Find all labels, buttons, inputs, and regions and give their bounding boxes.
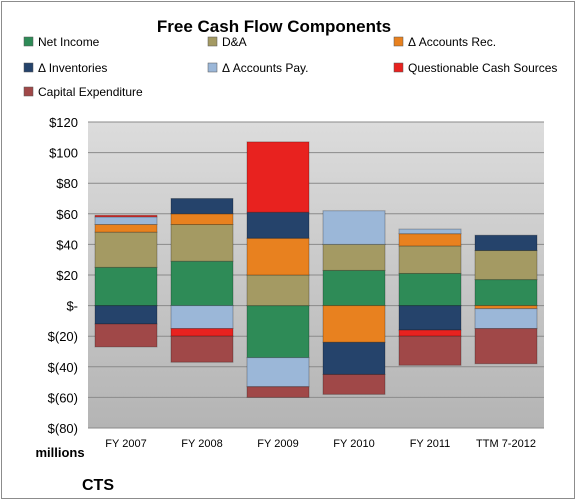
y-tick-label: $(80) [48,421,78,436]
x-tick-label: TTM 7-2012 [476,438,536,450]
x-axis: FY 2007 FY 2008 FY 2009 FY 2010 FY 2011 TTM 7… [105,438,536,450]
x-tick-label: FY 2007 [105,438,146,450]
legend-swatch [393,62,404,73]
y-tick-label: $(60) [48,390,78,405]
y-axis: $(80) $(60) $(40) $(20) $- $20 $40 $60 $80 $100 $1… [48,115,78,436]
y-tick-label: $80 [56,176,78,191]
bar-segment [322,210,386,245]
bar-segment [94,224,158,233]
bar-segment [474,250,538,281]
legend-label: Δ Inventories [38,61,107,75]
y-tick-label: $120 [49,115,78,130]
bar-segment [246,386,310,398]
bar-segment [94,216,158,226]
x-tick-label: FY 2010 [333,438,374,450]
bar-segment [322,373,386,395]
bar-segment [398,245,462,274]
bar-segment [170,224,234,262]
legend-label: Capital Expenditure [38,85,143,99]
y-tick-label: $60 [56,207,78,222]
legend-label: Δ Accounts Rec. [408,35,496,49]
y-tick-label: $(40) [48,360,78,375]
bar-segment [246,305,310,359]
chart-title: Free Cash Flow Components [157,17,391,36]
bar-segment [170,328,234,337]
y-tick-label: $20 [56,268,78,283]
bar-segment [322,341,386,375]
legend: Net Income D&A Δ Accounts Rec. Δ Inventorie… [23,35,557,99]
bar-segment [246,357,310,388]
bar-segment [170,305,234,330]
legend-label: Questionable Cash Sources [408,61,557,75]
legend-label: D&A [222,35,247,49]
bar-segment [322,305,386,343]
bar-segment [170,213,234,226]
y-tick-label: $(20) [48,329,78,344]
bar-segment [474,279,538,307]
bar-segment [170,335,234,363]
bar-segment [94,305,158,325]
bar-segment [398,228,462,235]
bar-segment [398,233,462,247]
bar-segment [474,328,538,365]
legend-swatch [207,62,218,73]
bar-segment [246,141,310,213]
bar-segment [170,260,234,307]
legend-label: Net Income [38,35,100,49]
legend-swatch [23,36,34,47]
bar-segment [94,214,158,218]
bar-segment [398,329,462,337]
y-tick-label: $100 [49,146,78,161]
bar-segment [94,231,158,268]
bars [94,141,538,398]
bar-segment [246,237,310,276]
bar-segment [398,272,462,307]
legend-swatch [23,62,34,73]
x-tick-label: FY 2009 [257,438,298,450]
y-tick-label: $40 [56,237,78,252]
bar-segment [246,211,310,239]
units-label: millions [35,445,84,460]
y-tick-label: $- [66,299,78,314]
bar-segment [322,269,386,307]
bar-segment [94,323,158,348]
gridlines [88,121,544,429]
legend-swatch [207,36,218,47]
bar-segment [398,305,462,331]
bar-segment [246,274,310,307]
legend-swatch [23,86,34,97]
legend-swatch [393,36,404,47]
x-tick-label: FY 2011 [410,438,451,450]
bar-segment [398,335,462,366]
bar-segment [474,308,538,330]
x-tick-label: FY 2008 [181,438,222,450]
legend-label: Δ Accounts Pay. [222,61,309,75]
bar-segment [474,234,538,252]
bar-segment [94,266,158,307]
company-label: CTS [82,477,114,494]
bar-segment [322,243,386,271]
bar-segment [170,198,234,215]
